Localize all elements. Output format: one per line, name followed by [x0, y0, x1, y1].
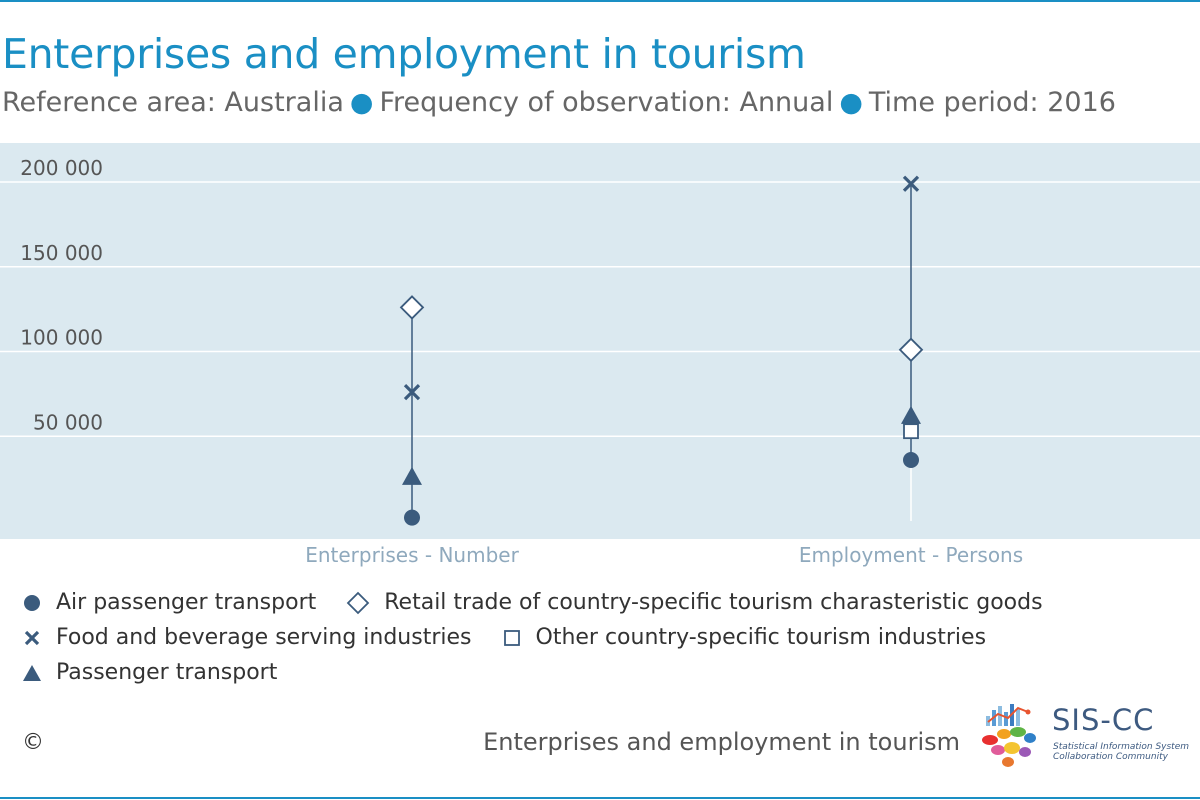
- subtitle-reference-area: Reference area: Australia: [2, 87, 344, 118]
- logo-caption: Statistical Information System Collabora…: [1053, 742, 1189, 762]
- triangle-marker-icon: [23, 664, 41, 681]
- logo-caption-line: Collaboration Community: [1053, 752, 1168, 762]
- y-tick-label: 50 000: [33, 410, 103, 434]
- bottom-rule: [0, 797, 1200, 799]
- data-point-cross: [403, 384, 421, 401]
- top-rule: [0, 0, 1200, 2]
- data-point-circle: [903, 451, 919, 468]
- x-category-label: Employment - Persons: [798, 543, 1024, 567]
- data-point-diamond: [898, 337, 924, 363]
- siscc-logo-icon: [982, 704, 1036, 767]
- data-point-square: [903, 423, 919, 440]
- cross-marker-icon: [24, 630, 40, 645]
- data-point-cross: [902, 175, 920, 192]
- data-point-triangle: [901, 405, 921, 424]
- diamond-marker-icon: [346, 591, 370, 614]
- legend-item[interactable]: Air passenger transport: [22, 590, 316, 615]
- chart-subtitle: Reference area: Australia ● Frequency of o…: [2, 87, 1116, 118]
- x-category-label: Enterprises - Number: [305, 543, 519, 567]
- y-tick-label: 100 000: [20, 326, 103, 350]
- y-tick-label: 150 000: [20, 241, 103, 265]
- subtitle-time-period: Time period: 2016: [868, 87, 1116, 118]
- legend-label: Food and beverage serving industries: [56, 625, 472, 650]
- square-marker-icon: [503, 629, 520, 646]
- data-point-diamond: [399, 295, 425, 320]
- separator-dot-icon: ●: [349, 87, 374, 118]
- legend: Air passenger transport Retail trade of …: [22, 585, 1192, 690]
- legend-item[interactable]: Passenger transport: [22, 660, 277, 685]
- legend-item[interactable]: Other country-specific tourism industrie…: [502, 625, 987, 650]
- legend-item[interactable]: Food and beverage serving industries: [22, 625, 472, 650]
- legend-label: Other country-specific tourism industrie…: [535, 625, 987, 650]
- footer-source-title: Enterprises and employment in tourism: [483, 728, 960, 756]
- subtitle-frequency: Frequency of observation: Annual: [379, 87, 834, 118]
- legend-label: Passenger transport: [56, 660, 278, 685]
- plot-area: [0, 143, 1200, 539]
- chart-svg: 50 000 100 000 150 000 200 000: [0, 156, 1200, 526]
- y-tick-label: 200 000: [20, 156, 103, 180]
- data-point-triangle: [402, 466, 422, 485]
- data-point-circle: [404, 509, 420, 526]
- legend-label: Air passenger transport: [56, 590, 317, 615]
- separator-dot-icon: ●: [839, 87, 863, 118]
- legend-label: Retail trade of country-specific tourism…: [384, 590, 1043, 615]
- chart-title: Enterprises and employment in tourism: [2, 30, 806, 78]
- logo-caption-line: Statistical Information System: [1053, 742, 1190, 752]
- circle-marker-icon: [24, 594, 40, 611]
- legend-item[interactable]: Retail trade of country-specific tourism…: [346, 590, 1043, 615]
- copyright-symbol: ©: [22, 730, 44, 755]
- logo-name: SIS-CC: [1052, 703, 1155, 737]
